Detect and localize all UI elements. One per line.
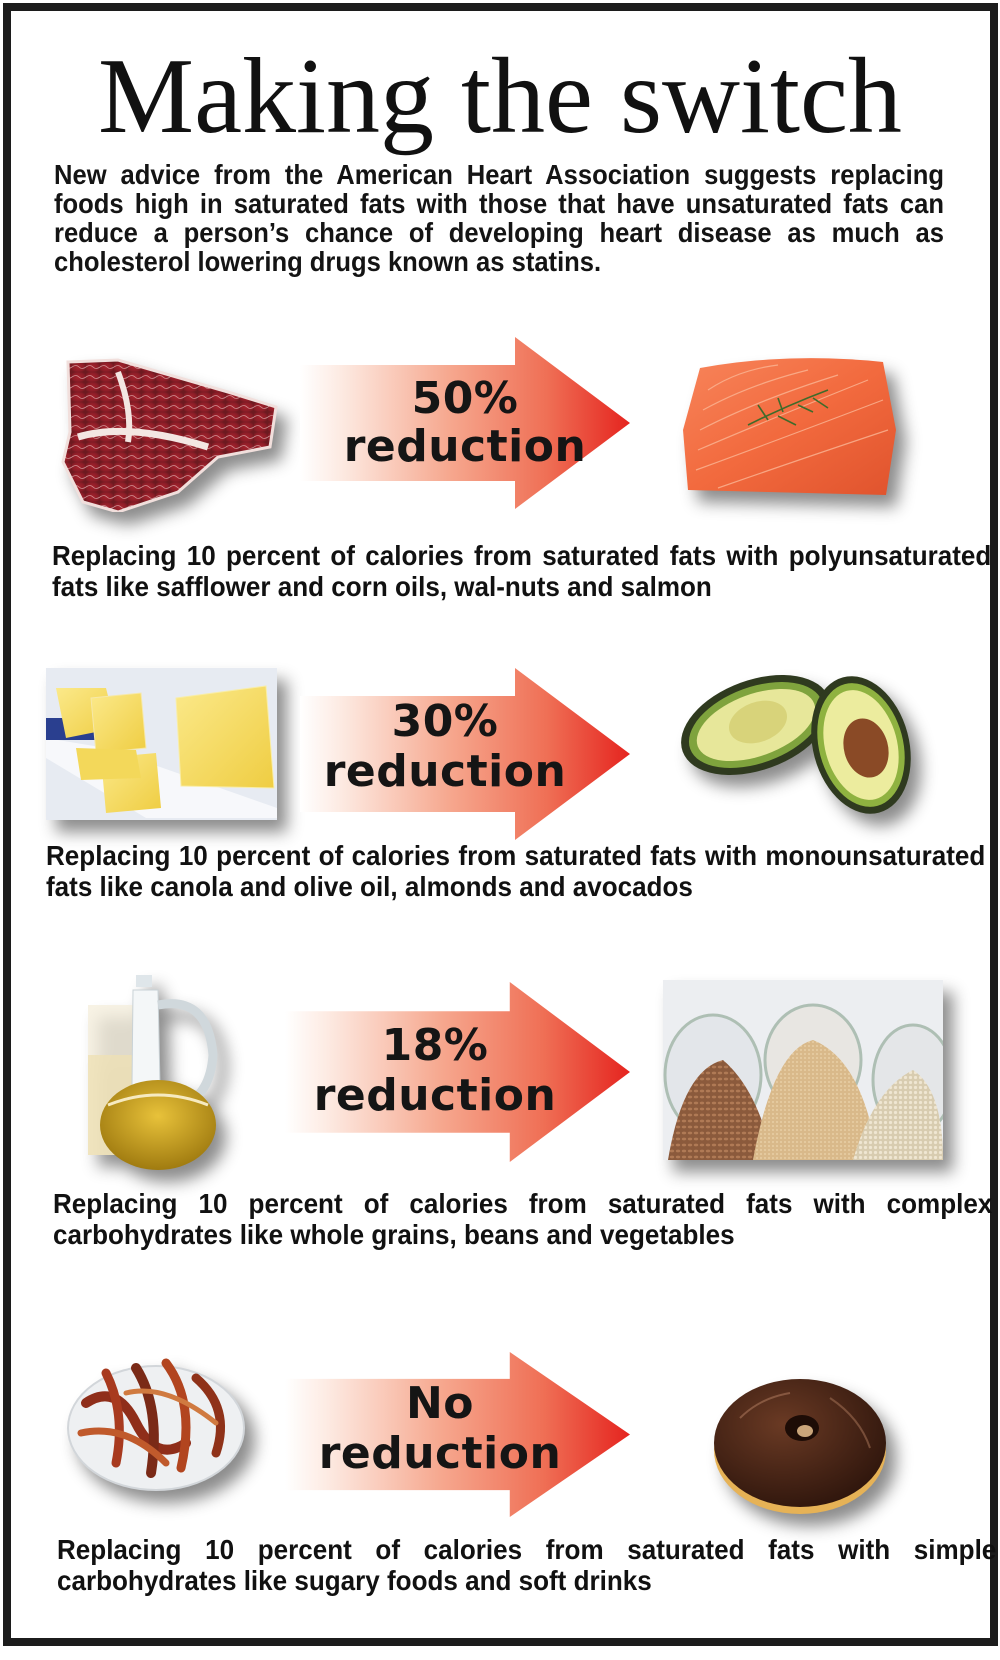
reduction-no-label: No [405,1378,475,1429]
page-title: Making the switch [98,37,902,156]
arrow-right-icon [300,668,630,840]
salmon-icon [683,358,896,495]
reduction-label: reduction [343,421,587,472]
salmon-image [678,350,903,500]
chocolate-donut-icon [714,1379,886,1514]
bacon-image [66,1353,246,1493]
section-caption-2: Replacing 10 percent of calories from sa… [46,840,986,902]
grains-jars-icon [663,980,955,1160]
bacon-plate-icon [67,1358,245,1491]
avocado-image [676,670,926,815]
butter-image [46,668,277,820]
reduction-label: reduction [323,746,567,797]
arrow-right-icon [300,337,630,509]
reduction-percent: 50% [411,373,519,424]
butter-icon [46,668,277,820]
section-caption-3: Replacing 10 percent of calories from sa… [53,1188,993,1250]
arrow-right-icon [285,982,630,1162]
reduction-arrow-1: 50% reduction [300,337,630,509]
reduction-percent: 30% [391,696,499,747]
oil-cruet-icon [88,975,218,1170]
reduction-arrow-3: 18% reduction [285,982,630,1162]
donut-image [710,1368,890,1518]
reduction-arrow-2: 30% reduction [300,668,630,840]
reduction-label: reduction [313,1070,557,1121]
steak-icon [61,358,278,514]
reduction-percent: 18% [381,1020,489,1071]
intro-paragraph: New advice from the American Heart Assoc… [54,159,945,277]
avocado-icon [681,675,911,814]
steak-image [58,352,278,514]
arrow-right-icon [285,1352,630,1517]
grains-image [663,980,955,1160]
section-caption-4: Replacing 10 percent of calories from sa… [57,1534,997,1596]
reduction-arrow-4: No reduction [285,1352,630,1517]
reduction-label: reduction [318,1428,562,1479]
oil-cruet-image [88,975,233,1175]
section-caption-1: Replacing 10 percent of calories from sa… [52,540,992,602]
